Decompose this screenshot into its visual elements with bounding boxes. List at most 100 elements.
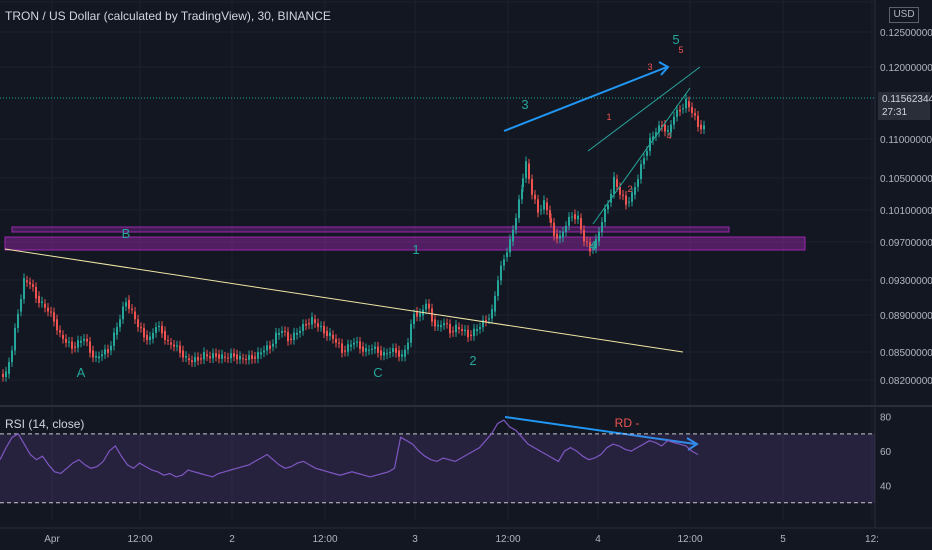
candle-body xyxy=(302,324,304,332)
price-tick-label: 0.12500000 xyxy=(880,28,932,39)
wave-label-2: B xyxy=(122,226,131,241)
candle-body xyxy=(278,332,280,335)
candle-body xyxy=(407,342,409,350)
candle-body xyxy=(503,259,505,266)
candle-body xyxy=(395,348,397,353)
candle-body xyxy=(622,194,624,196)
candle-body xyxy=(464,329,466,332)
candle-body xyxy=(197,357,199,361)
price-tick-label: 0.10500000 xyxy=(880,174,932,185)
candle-body xyxy=(595,239,597,249)
candle-body xyxy=(491,309,493,319)
candle-body xyxy=(506,252,508,258)
candle-body xyxy=(65,338,67,343)
candle-body xyxy=(194,357,196,363)
candle-body xyxy=(113,332,115,346)
candle-body xyxy=(41,301,43,303)
currency-label[interactable]: USD xyxy=(889,7,919,23)
candle-body xyxy=(200,358,202,360)
candle-body xyxy=(661,125,663,127)
candle-body xyxy=(546,202,548,211)
wave-label-7: 4 xyxy=(589,238,596,253)
candle-body xyxy=(410,324,412,343)
candle-body xyxy=(161,325,163,334)
candle-body xyxy=(317,323,319,328)
candle-body xyxy=(221,354,223,359)
candle-body xyxy=(559,235,561,239)
candle-body xyxy=(212,353,214,359)
candle-body xyxy=(257,352,259,359)
candle-body xyxy=(251,355,253,360)
candle-body xyxy=(452,331,454,333)
candle-body xyxy=(203,352,205,360)
candle-body xyxy=(239,355,241,360)
support-zone-upper xyxy=(11,226,730,233)
candle-body xyxy=(592,248,594,250)
price-tick-label: 0.09700000 xyxy=(880,238,932,249)
candle-body xyxy=(140,327,142,329)
candle-body xyxy=(543,200,545,210)
candle-body xyxy=(688,101,690,108)
candle-body xyxy=(44,303,46,308)
candle-body xyxy=(540,209,542,211)
candle-body xyxy=(553,222,555,236)
candle-body xyxy=(80,340,82,343)
candle-body xyxy=(146,334,148,340)
candle-body xyxy=(89,341,91,353)
candle-body xyxy=(296,332,298,335)
price-tick-label: 0.11000000 xyxy=(880,135,932,146)
price-tick-label: 0.08200000 xyxy=(880,376,932,387)
candle-body xyxy=(389,352,391,354)
candle-body xyxy=(652,136,654,141)
time-tick-label: 5 xyxy=(780,534,786,545)
candle-body xyxy=(437,324,439,327)
price-tick-label: 0.10100000 xyxy=(880,206,932,217)
price-tick-label: 0.08900000 xyxy=(880,311,932,322)
rsi-tick-label: 40 xyxy=(880,482,892,493)
candle-body xyxy=(482,320,484,328)
candle-body xyxy=(227,357,229,359)
candle-body xyxy=(604,209,606,222)
candle-body xyxy=(8,362,10,374)
candle-body xyxy=(658,125,660,133)
candle-body xyxy=(371,348,373,350)
candle-body xyxy=(323,325,325,334)
candle-body xyxy=(269,345,271,349)
candle-body xyxy=(26,280,28,283)
candle-body xyxy=(461,329,463,332)
last-price-value: 0.11562344 xyxy=(882,94,932,105)
candle-body xyxy=(497,280,499,296)
candle-body xyxy=(77,340,79,348)
candle-body xyxy=(128,299,130,309)
candle-body xyxy=(374,346,376,349)
candle-body xyxy=(697,115,699,127)
candle-body xyxy=(14,327,16,351)
candle-body xyxy=(667,130,669,132)
candle-body xyxy=(104,349,106,355)
candle-body xyxy=(71,341,73,349)
candle-body xyxy=(173,344,175,347)
candle-body xyxy=(500,265,502,281)
descending-trendline xyxy=(4,248,684,353)
candle-body xyxy=(413,313,415,324)
candle-body xyxy=(209,356,211,359)
candle-body xyxy=(338,342,340,344)
candle-body xyxy=(568,216,570,226)
candle-body xyxy=(580,218,582,230)
candle-body xyxy=(167,339,169,341)
candle-body xyxy=(443,323,445,326)
candle-body xyxy=(248,355,250,360)
candle-body xyxy=(305,324,307,326)
candle-body xyxy=(335,338,337,343)
wave-label-3: C xyxy=(373,365,382,380)
candle-body xyxy=(485,320,487,322)
candle-body xyxy=(242,358,244,360)
candle-body xyxy=(29,282,31,285)
candle-body xyxy=(377,346,379,353)
candle-body xyxy=(245,359,247,361)
candle-body xyxy=(528,163,530,180)
candle-body xyxy=(522,178,524,187)
candle-body xyxy=(92,350,94,358)
candle-body xyxy=(116,327,118,335)
candle-body xyxy=(700,124,702,130)
